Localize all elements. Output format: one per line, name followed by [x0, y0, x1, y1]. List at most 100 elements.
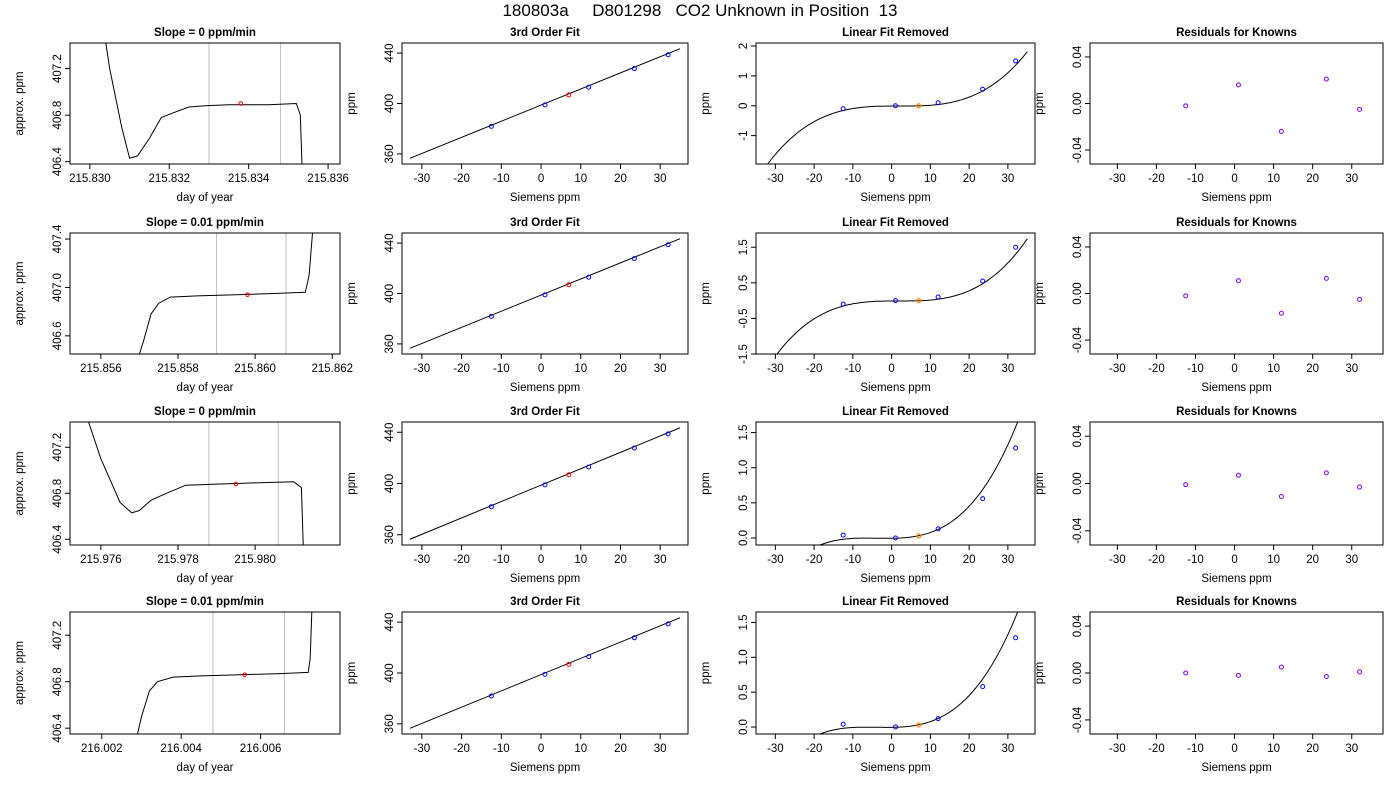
chart-0-trace-y-tick-label-0: 406.4 — [52, 147, 64, 176]
chart-3-residuals-residual-point-2 — [1278, 664, 1284, 670]
chart-3-trace-title: Slope = 0.01 ppm/min — [146, 596, 264, 608]
chart-3-nonlinear-x-tick-label-2: -10 — [845, 743, 862, 755]
chart-1-residuals-plot-area — [1183, 275, 1363, 316]
chart-0-residuals-residual-point-3 — [1323, 76, 1329, 82]
chart-2-trace-y-axis-label: approx. ppm — [14, 452, 26, 516]
chart-1-trace-x-tick-label-0: 215.856 — [80, 363, 122, 375]
chart-1-nonlinear-y-tick-label-1: -0.5 — [738, 308, 750, 328]
chart-2-fit-unknown-point — [566, 472, 572, 478]
chart-3-residuals-title: Residuals for Knowns — [1176, 596, 1297, 608]
chart-0-residuals-x-tick-label-2: -10 — [1187, 173, 1204, 185]
chart-3-fit-known-point-0 — [488, 693, 494, 699]
chart-3-fit-x-tick-label-3: 0 — [538, 743, 544, 755]
chart-1-residuals-residual-point-0 — [1183, 293, 1189, 299]
chart-2-fit-known-point-2 — [586, 464, 592, 470]
chart-1-trace-title: Slope = 0.01 ppm/min — [146, 217, 264, 229]
chart-2-nonlinear-x-tick-label-3: 0 — [888, 554, 894, 566]
chart-2-nonlinear-reference-point — [916, 533, 922, 539]
page-title: 180803a D801298 CO2 Unknown in Position … — [502, 1, 898, 20]
chart-2-residuals-x-axis-label: Siemens ppm — [1201, 573, 1271, 585]
chart-0-fit-fit-line — [409, 48, 681, 159]
chart-0-nonlinear-x-tick-label-0: -30 — [767, 173, 784, 185]
chart-0-nonlinear-curve-line — [767, 51, 1028, 164]
chart-1-trace-y-tick-label-0: 406.6 — [52, 321, 64, 350]
chart-1-residuals-x-tick-label-6: 30 — [1345, 363, 1358, 375]
chart-0-fit-plot-area — [409, 48, 681, 159]
chart-0-trace-x-tick-label-2: 215.834 — [228, 173, 270, 185]
chart-1-residuals-x-tick-label-1: -20 — [1148, 363, 1165, 375]
chart-3-fit-known-point-2 — [586, 654, 592, 660]
chart-0-nonlinear: Linear Fit Removed-30 -20 -10 0 10 20 30-1012S… — [700, 27, 1036, 204]
chart-2-fit-known-point-3 — [631, 445, 637, 451]
chart-0-residuals: Residuals for Knowns -30 -20 -10 0 10 20 30 -0.0… — [1034, 27, 1384, 204]
chart-3-trace-y-tick-label-1: 406.8 — [52, 667, 64, 696]
chart-1-residuals-x-tick-label-3: 0 — [1231, 363, 1237, 375]
chart-3-residuals-residual-point-0 — [1183, 670, 1189, 676]
chart-2-residuals-y-tick-label-2: 0.04 — [1072, 424, 1084, 447]
chart-0-trace-x-axis-label: day of year — [177, 192, 234, 204]
chart-1-fit-known-point-2 — [586, 274, 592, 280]
chart-1-nonlinear-x-tick-label-1: -20 — [806, 363, 823, 375]
chart-0-fit-known-point-2 — [586, 84, 592, 90]
chart-1-fit-y-tick-label-0: 360 — [384, 334, 396, 353]
chart-1-nonlinear-x-tick-label-5: 20 — [963, 363, 976, 375]
chart-2-residuals-x-tick-label-0: -30 — [1109, 554, 1126, 566]
chart-3-trace-plot-area — [137, 612, 313, 734]
chart-0-trace-y-axis-label: approx. ppm — [14, 72, 26, 136]
chart-2-fit-known-point-4 — [665, 431, 671, 437]
chart-2-trace-x-axis-label: day of year — [177, 573, 234, 585]
chart-2-residuals-y-tick-label-0: -0.04 — [1072, 517, 1084, 544]
chart-1-residuals-frame — [1089, 232, 1384, 355]
chart-3-nonlinear-y-axis-label: ppm — [700, 662, 712, 684]
chart-0-trace-marker-point — [238, 101, 244, 106]
chart-3-nonlinear-title: Linear Fit Removed — [842, 596, 949, 608]
chart-1-residuals: Residuals for Knowns -30 -20 -10 0 10 20 30 -0.0… — [1034, 217, 1384, 394]
chart-0-nonlinear-title: Linear Fit Removed — [842, 27, 949, 39]
chart-3-fit-y-tick-label-1: 400 — [384, 663, 396, 682]
chart-1-residuals-y-axis-label: ppm — [1034, 282, 1046, 304]
chart-2-residuals-x-tick-label-6: 30 — [1345, 554, 1358, 566]
chart-0-nonlinear-known-point-1 — [893, 103, 898, 109]
chart-0-nonlinear-y-axis-label: ppm — [700, 92, 712, 114]
chart-2-nonlinear-known-point-3 — [980, 496, 986, 502]
chart-0-nonlinear-known-point-3 — [980, 86, 986, 92]
chart-3-trace-x-tick-label-1: 216.004 — [160, 743, 202, 755]
chart-0-nonlinear-y-tick-label-2: 1 — [738, 73, 750, 79]
chart-1-residuals-residual-point-2 — [1278, 310, 1284, 316]
chart-1-nonlinear-x-tick-label-4: 10 — [924, 363, 937, 375]
chart-0-residuals-x-tick-label-3: 0 — [1231, 173, 1237, 185]
chart-0-residuals-residual-point-2 — [1278, 128, 1284, 134]
chart-1-fit-x-tick-label-2: -10 — [493, 363, 510, 375]
chart-2-fit-known-point-1 — [542, 482, 548, 488]
chart-0-trace-y-tick-label-1: 406.8 — [52, 101, 64, 130]
chart-2-fit-y-axis-label: ppm — [346, 472, 358, 494]
chart-3-trace-marker-point — [242, 672, 248, 678]
chart-3-residuals-y-tick-label-1: 0.00 — [1072, 662, 1084, 684]
chart-1-nonlinear-y-tick-label-0: -1.5 — [738, 344, 750, 364]
chart-0-trace-x-tick-label-3: 215.836 — [307, 173, 349, 185]
chart-1-trace-x-tick-label-1: 215.858 — [157, 363, 199, 375]
chart-0-nonlinear-known-point-2 — [935, 100, 941, 106]
chart-0-trace: Slope = 0 ppm/min 215.830 215.832 215.834 21… — [14, 27, 349, 204]
chart-2-fit-x-tick-label-0: -30 — [414, 554, 431, 566]
chart-3-residuals-x-tick-label-6: 30 — [1345, 743, 1358, 755]
chart-3-residuals-x-tick-label-3: 0 — [1231, 743, 1237, 755]
chart-1-nonlinear-x-tick-label-6: 30 — [1001, 363, 1014, 375]
chart-1-residuals-x-tick-label-5: 20 — [1306, 363, 1319, 375]
chart-2-residuals-x-tick-label-2: -10 — [1187, 554, 1204, 566]
chart-2-residuals-x-tick-label-3: 0 — [1231, 554, 1237, 566]
chart-1-nonlinear-known-point-3 — [980, 278, 986, 284]
chart-1-trace-y-tick-label-1: 407.0 — [52, 273, 64, 302]
chart-3-nonlinear-curve-line — [818, 612, 1019, 734]
chart-1-nonlinear-known-point-1 — [893, 298, 898, 304]
chart-3-fit-fit-line — [409, 617, 681, 729]
chart-0-nonlinear-x-tick-label-6: 30 — [1001, 173, 1014, 185]
chart-3-nonlinear-y-tick-label-1: 0.5 — [738, 684, 750, 700]
chart-2-nonlinear-x-tick-label-2: -10 — [845, 554, 862, 566]
chart-3-trace-y-tick-label-0: 406.4 — [52, 713, 64, 742]
chart-3-fit: 3rd Order Fit -30 -20 -10 0 10 20 30 360 400 440 Si… — [346, 596, 689, 774]
chart-1-residuals-residual-point-1 — [1235, 278, 1241, 284]
chart-3-nonlinear-x-tick-label-3: 0 — [888, 743, 894, 755]
chart-0-nonlinear-x-tick-label-2: -10 — [845, 173, 862, 185]
chart-2-fit-x-tick-label-1: -20 — [453, 554, 470, 566]
